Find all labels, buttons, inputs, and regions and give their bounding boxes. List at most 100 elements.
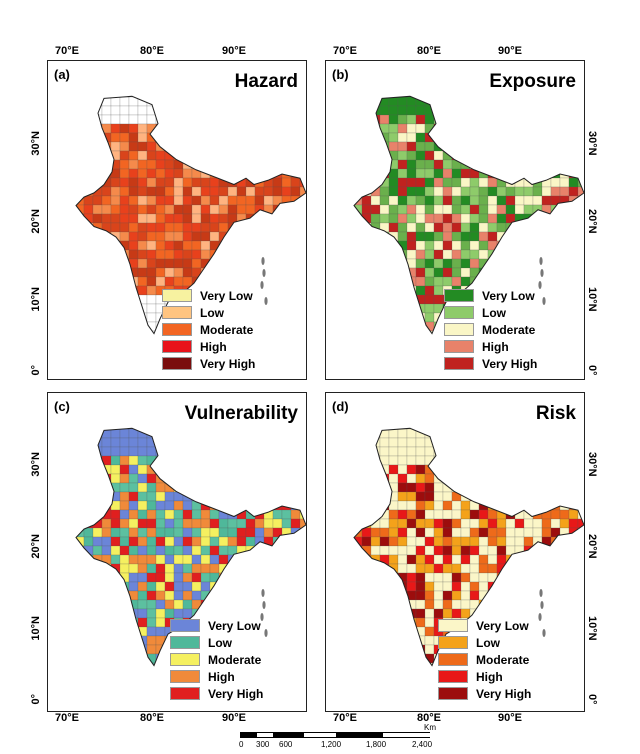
district-cell <box>335 205 344 214</box>
district-cell <box>227 141 238 152</box>
district-cell <box>559 536 570 547</box>
district-cell <box>119 123 130 134</box>
district-cell <box>335 241 344 250</box>
district-cell <box>128 123 139 134</box>
district-cell <box>559 527 570 538</box>
district-cell <box>182 536 193 547</box>
district-cell <box>201 70 210 79</box>
district-cell <box>550 123 561 134</box>
district-cell <box>101 285 112 296</box>
district-cell <box>218 482 229 493</box>
district-cell <box>559 653 570 664</box>
district-cell <box>335 223 344 232</box>
district-cell <box>416 393 425 402</box>
district-cell <box>514 482 525 493</box>
district-cell <box>398 79 407 88</box>
district-cell <box>129 79 138 88</box>
district-cell <box>66 304 75 313</box>
district-cell <box>442 231 453 242</box>
district-cell <box>335 178 344 187</box>
district-cell <box>66 88 75 97</box>
district-cell <box>254 464 265 475</box>
district-cell <box>66 636 75 645</box>
tick-label: 70°E <box>55 45 79 57</box>
district-cell <box>523 114 534 125</box>
district-cell <box>164 554 175 565</box>
district-cell <box>424 590 435 601</box>
district-cell <box>559 617 570 628</box>
district-cell <box>523 96 534 107</box>
district-cell <box>173 105 184 116</box>
district-cell <box>245 482 256 493</box>
district-cell <box>218 581 229 592</box>
district-cell <box>236 105 247 116</box>
district-cell <box>200 473 211 484</box>
district-cell <box>110 303 121 314</box>
district-cell <box>550 455 561 466</box>
district-cell <box>263 491 274 502</box>
district-cell <box>514 554 525 565</box>
district-cell <box>227 572 238 583</box>
district-cell <box>424 195 435 206</box>
district-cell <box>361 473 372 484</box>
district-cell <box>236 554 247 565</box>
district-cell <box>128 626 139 637</box>
district-cell <box>577 563 584 574</box>
district-cell <box>326 456 335 465</box>
district-cell <box>101 437 112 448</box>
district-cell <box>505 150 516 161</box>
district-cell <box>380 79 389 88</box>
district-cell <box>442 428 453 439</box>
district-cell <box>514 276 525 287</box>
district-cell <box>119 276 130 287</box>
district-cell <box>550 509 561 520</box>
district-cell <box>541 608 552 619</box>
district-cell <box>488 61 497 70</box>
district-cell <box>379 330 390 334</box>
district-cell <box>101 105 112 116</box>
district-cell <box>281 536 292 547</box>
district-cell <box>541 186 552 197</box>
district-cell <box>460 195 471 206</box>
tick-label: 80°E <box>417 45 441 57</box>
district-cell <box>460 446 471 457</box>
district-cell <box>460 105 471 116</box>
district-cell <box>110 195 121 206</box>
district-cell <box>370 563 381 574</box>
district-cell <box>532 222 543 233</box>
district-cell <box>370 608 381 619</box>
district-cell <box>263 455 274 466</box>
district-cell <box>397 186 408 197</box>
district-cell <box>344 420 353 429</box>
district-cell <box>442 428 453 430</box>
district-cell <box>361 204 372 215</box>
district-cell <box>469 258 480 269</box>
district-cell <box>281 141 292 152</box>
district-cell <box>101 599 112 610</box>
district-cell <box>335 259 344 268</box>
tick-label: 90°E <box>498 45 522 57</box>
district-cell <box>299 303 306 314</box>
district-cell <box>559 96 570 107</box>
district-cell <box>48 663 57 672</box>
district-cell <box>191 482 202 493</box>
district-cell <box>128 662 139 666</box>
district-cell <box>191 177 202 188</box>
district-cell <box>326 555 335 564</box>
district-cell <box>155 437 166 448</box>
district-cell <box>76 590 85 601</box>
district-cell <box>236 249 247 260</box>
district-cell <box>451 545 462 556</box>
district-cell <box>272 258 283 269</box>
district-cell <box>370 213 381 224</box>
district-cell <box>245 527 256 538</box>
district-cell <box>282 349 291 358</box>
district-cell <box>388 554 399 565</box>
district-cell <box>568 267 579 278</box>
district-cell <box>397 222 408 233</box>
district-cell <box>550 617 561 628</box>
district-cell <box>354 554 363 565</box>
district-cell <box>146 644 157 655</box>
district-cell <box>479 411 488 420</box>
district-cell <box>415 249 426 260</box>
